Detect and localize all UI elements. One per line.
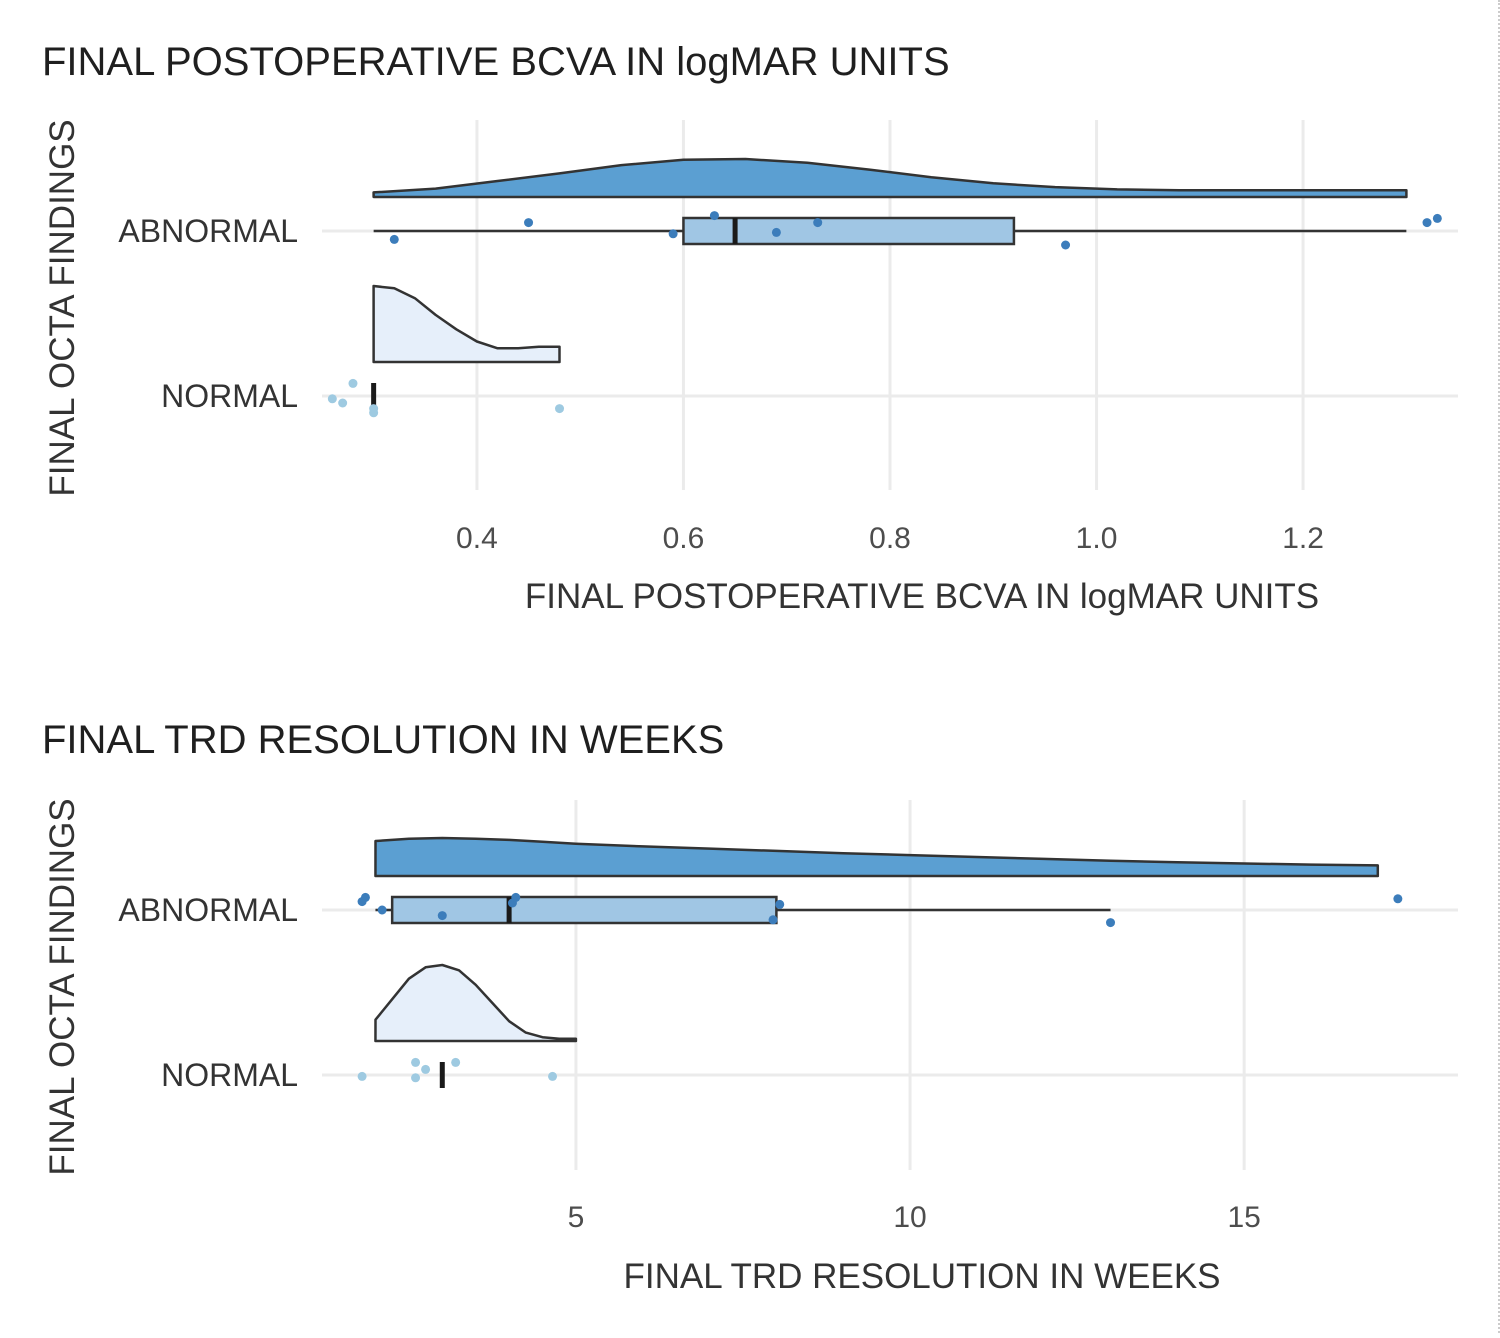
y-category-label: NORMAL xyxy=(161,1057,298,1093)
group-abnormal xyxy=(357,836,1403,928)
data-point xyxy=(421,1064,431,1074)
data-point xyxy=(709,211,719,221)
group-normal xyxy=(357,963,578,1088)
data-point xyxy=(451,1057,461,1067)
group-normal xyxy=(327,284,565,418)
x-tick-label: 10 xyxy=(893,1201,926,1234)
data-point xyxy=(524,218,534,228)
data-point xyxy=(775,899,785,909)
data-point xyxy=(437,911,447,921)
data-point xyxy=(1061,240,1071,250)
data-point xyxy=(348,378,358,388)
chart-panel-2: FINAL TRD RESOLUTION IN WEEKS 5 10 15 ABNORM… xyxy=(42,718,1458,1296)
data-point xyxy=(411,1057,421,1067)
chart-title: FINAL TRD RESOLUTION IN WEEKS xyxy=(42,718,724,762)
data-point xyxy=(511,892,521,902)
x-axis-title: FINAL POSTOPERATIVE BCVA IN logMAR UNITS xyxy=(525,577,1319,616)
x-axis-title: FINAL TRD RESOLUTION IN WEEKS xyxy=(623,1257,1220,1296)
x-tick-label: 1.2 xyxy=(1282,522,1324,555)
x-tick-label: 5 xyxy=(568,1201,585,1234)
data-point xyxy=(411,1073,421,1083)
data-point xyxy=(668,229,678,239)
y-category-label: NORMAL xyxy=(161,378,298,414)
x-tick-label: 0.8 xyxy=(869,522,911,555)
data-point xyxy=(771,227,781,237)
data-point xyxy=(1432,213,1442,223)
data-point xyxy=(369,408,379,418)
x-tick-label: 1.0 xyxy=(1076,522,1118,555)
x-tick-label: 0.4 xyxy=(456,522,498,555)
density-cloud xyxy=(374,963,578,1043)
group-abnormal xyxy=(372,157,1442,250)
x-tick-label: 0.6 xyxy=(663,522,705,555)
data-point xyxy=(813,218,823,228)
box xyxy=(390,895,778,925)
density-cloud xyxy=(372,157,1408,199)
density-cloud xyxy=(372,284,561,364)
chart-title: FINAL POSTOPERATIVE BCVA IN logMAR UNITS xyxy=(42,40,950,84)
y-axis-title: FINAL OCTA FINDINGS xyxy=(43,798,82,1175)
density-cloud xyxy=(374,836,1380,878)
x-tick-label: 15 xyxy=(1227,1201,1260,1234)
data-point xyxy=(338,398,348,408)
data-point xyxy=(389,234,399,244)
data-point xyxy=(327,394,337,404)
chart-panel-1: FINAL POSTOPERATIVE BCVA IN logMAR UNITS… xyxy=(42,40,1458,616)
data-point xyxy=(548,1071,558,1081)
data-point xyxy=(360,892,370,902)
data-point xyxy=(357,1071,367,1081)
data-point xyxy=(1422,218,1432,228)
right-border xyxy=(1496,0,1500,1333)
data-point xyxy=(768,915,778,925)
box xyxy=(682,216,1016,246)
y-axis-title: FINAL OCTA FINDINGS xyxy=(43,119,82,496)
y-category-label: ABNORMAL xyxy=(118,213,298,249)
data-point xyxy=(1393,894,1403,904)
data-point xyxy=(1106,918,1116,928)
data-point xyxy=(377,905,387,915)
data-point xyxy=(555,404,565,414)
y-category-label: ABNORMAL xyxy=(118,892,298,928)
